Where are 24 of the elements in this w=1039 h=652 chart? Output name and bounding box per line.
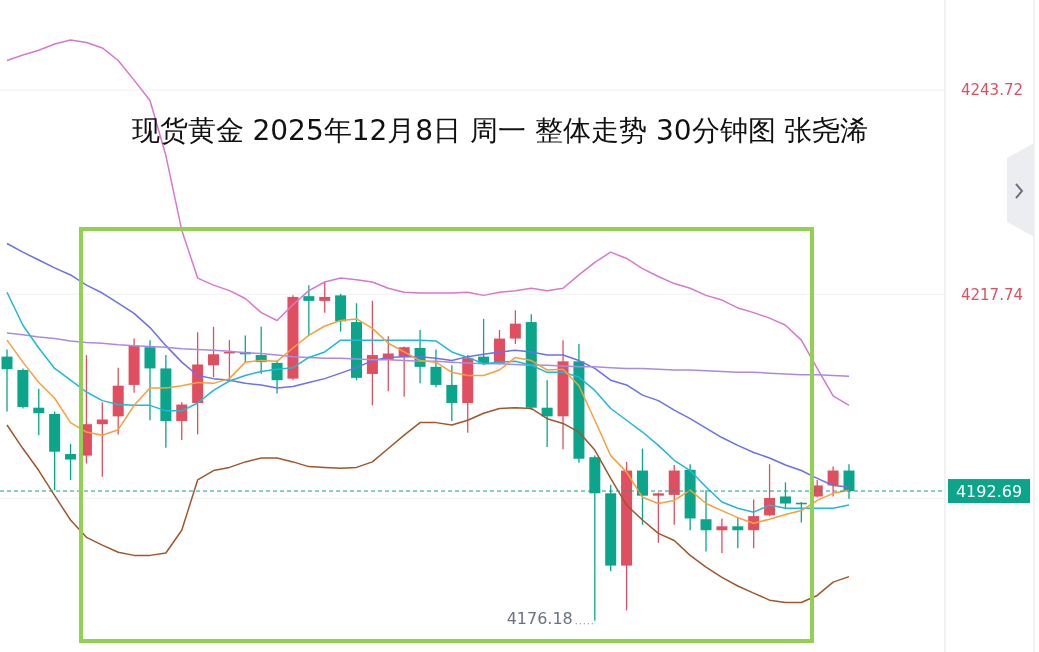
y-tick-label: 4243.72 [960,81,1024,100]
candlestick [446,364,458,422]
candlestick [144,339,156,421]
candlestick [509,309,521,345]
candlestick [208,326,220,378]
ref-line-label: 4192.69 [955,481,1023,501]
candlestick [764,463,776,517]
candlestick [652,491,664,544]
line-series [6,406,850,604]
candlestick [732,517,744,549]
line-series [6,332,850,378]
y-tick-label: 4217.74 [960,285,1024,304]
candlestick [827,465,839,498]
candlestick [303,284,315,337]
candlestick [96,401,108,478]
annotation: 4176.18 [506,609,573,629]
text: 现货黄金 2025年12月8日 周一 整体走势 30分钟图 张尧浠 [131,114,869,147]
candlestick [1,348,13,413]
candlestick [65,443,77,481]
candlestick [716,517,728,554]
candlestick [33,388,45,436]
candlestick [541,379,553,448]
candlestick [430,348,442,388]
candlestick [319,281,331,314]
